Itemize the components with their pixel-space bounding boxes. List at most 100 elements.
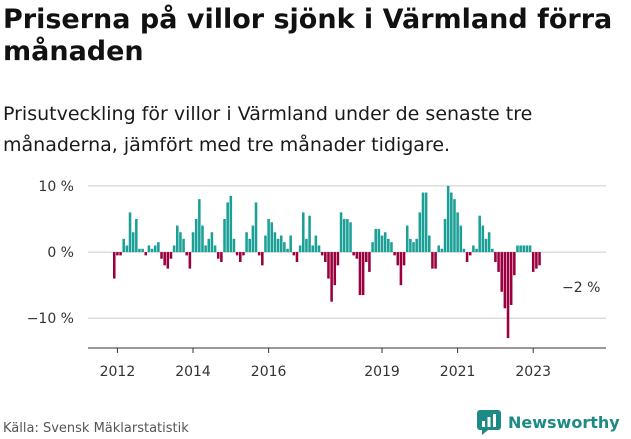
bar [421,192,425,253]
bar [377,228,381,253]
y-tick-label: 10 % [38,179,74,195]
bar [267,219,270,253]
bar [497,252,500,272]
bar [213,245,217,253]
x-tick-label: 2023 [515,364,551,380]
bar [383,232,387,253]
bar [324,252,327,262]
bar [261,252,264,266]
bar [185,252,188,256]
bar [478,215,481,253]
bar [257,252,261,256]
bar [251,225,255,253]
bar [204,245,207,253]
bar [113,252,116,279]
bar [506,252,510,339]
bar [440,248,444,253]
bar [327,252,330,279]
bar [462,248,466,253]
bar [446,185,450,253]
bar [198,199,201,253]
bar [116,252,119,256]
bar [264,235,267,253]
bar [513,252,516,276]
bar [443,219,447,253]
bar [226,202,229,253]
bar [125,245,129,253]
bar [308,215,311,253]
bar [128,212,132,253]
bar [528,245,532,253]
bar [487,232,491,253]
bar [239,252,242,262]
bar [135,219,138,253]
bar [157,242,160,253]
bar [169,252,173,259]
bar [147,245,151,253]
bar [305,238,308,253]
bar [346,219,349,253]
bar [314,235,318,253]
bar [491,248,494,253]
bar [387,238,390,253]
bar [361,252,365,296]
bar [245,232,248,253]
x-tick-label: 2014 [175,364,211,380]
bar [424,192,428,253]
x-tick-label: 2012 [100,364,136,380]
bar [336,252,340,266]
bar [194,219,198,253]
brand-name: Newsworthy [508,412,620,432]
bar [428,235,431,253]
chart-subtitle: Prisutveckling för villor i Värmland und… [3,103,533,156]
newsworthy-logo-icon [477,410,501,435]
brand-logo: Newsworthy [476,408,620,436]
bar [292,252,296,256]
x-tick-label: 2019 [364,364,400,380]
bar [153,245,157,253]
bar [254,202,258,253]
bar [374,228,377,253]
bar [415,238,418,253]
x-tick-label: 2021 [440,364,476,380]
bar [179,232,182,253]
bar [349,222,352,253]
bar [131,232,135,253]
bar [365,252,368,262]
bar [270,222,274,253]
bar [317,245,321,253]
x-tick-label: 2016 [251,364,287,380]
bar [459,225,463,253]
bar [494,252,497,262]
bar [393,252,396,256]
source-note: Källa: Svensk Mäklarstatistik [3,421,189,436]
bar [333,252,337,286]
bar [276,238,280,253]
bar [468,252,472,256]
bar [176,225,179,253]
bar [339,212,343,253]
bar [138,248,141,253]
bar [355,252,359,259]
bar [229,195,233,253]
bar [412,242,415,253]
bar [320,252,324,256]
bar [538,252,541,266]
bar [371,242,374,253]
bar [207,238,211,253]
bar [172,245,176,253]
bar [201,225,204,253]
bar [500,252,503,292]
bar [232,238,236,253]
bar [188,252,192,269]
bar [481,225,485,253]
bar [522,245,526,253]
bar [516,245,519,253]
last-value-annotation: −2 % [562,280,600,296]
bar [210,232,214,253]
bar [405,225,409,253]
bar [472,245,475,253]
bar [402,252,406,266]
bar [163,252,166,266]
bars-layer [113,185,541,339]
